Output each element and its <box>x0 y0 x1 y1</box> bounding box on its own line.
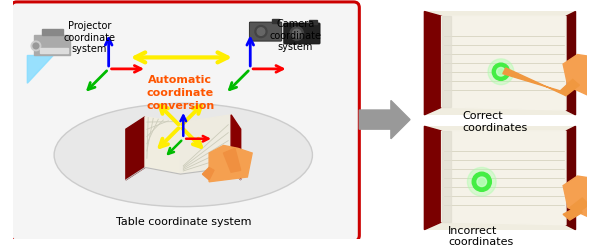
Ellipse shape <box>54 103 313 207</box>
Polygon shape <box>566 12 575 115</box>
Polygon shape <box>202 168 214 180</box>
Polygon shape <box>503 68 566 96</box>
Polygon shape <box>442 16 566 110</box>
Polygon shape <box>359 100 410 139</box>
Polygon shape <box>272 19 280 23</box>
Circle shape <box>497 68 505 76</box>
Polygon shape <box>560 80 580 96</box>
Circle shape <box>257 28 265 35</box>
Circle shape <box>290 27 304 40</box>
Polygon shape <box>28 56 53 83</box>
Polygon shape <box>231 115 241 180</box>
Polygon shape <box>41 29 63 35</box>
Circle shape <box>488 59 514 85</box>
Polygon shape <box>563 208 582 220</box>
Text: Table coordinate system: Table coordinate system <box>116 217 251 227</box>
Polygon shape <box>570 198 589 214</box>
Polygon shape <box>145 117 181 174</box>
Polygon shape <box>34 36 70 56</box>
Circle shape <box>255 26 267 38</box>
Polygon shape <box>563 54 600 96</box>
FancyBboxPatch shape <box>284 23 320 44</box>
Polygon shape <box>181 115 231 174</box>
Polygon shape <box>442 16 451 107</box>
FancyBboxPatch shape <box>424 12 575 115</box>
Circle shape <box>293 29 301 38</box>
Polygon shape <box>309 20 317 24</box>
Text: Incorrect
coordinates: Incorrect coordinates <box>448 226 514 248</box>
Polygon shape <box>442 131 566 225</box>
FancyBboxPatch shape <box>249 22 282 41</box>
Text: Automatic
coordinate
conversion: Automatic coordinate conversion <box>146 74 215 111</box>
Polygon shape <box>40 48 68 52</box>
Polygon shape <box>424 12 442 115</box>
FancyBboxPatch shape <box>424 126 575 230</box>
Polygon shape <box>442 131 451 222</box>
Circle shape <box>33 43 39 49</box>
Text: Camera
coordinate
system: Camera coordinate system <box>269 19 321 52</box>
Polygon shape <box>563 176 600 217</box>
Circle shape <box>31 41 41 51</box>
Polygon shape <box>424 126 442 230</box>
Polygon shape <box>223 148 241 172</box>
Polygon shape <box>566 126 575 230</box>
Circle shape <box>472 172 491 191</box>
Polygon shape <box>126 117 145 180</box>
Polygon shape <box>209 146 252 182</box>
Circle shape <box>467 168 496 196</box>
Text: Correct
coordinates: Correct coordinates <box>463 111 528 132</box>
Circle shape <box>493 63 509 80</box>
Text: Projector
coordinate
system: Projector coordinate system <box>64 21 116 54</box>
Circle shape <box>477 177 487 186</box>
FancyBboxPatch shape <box>11 2 359 241</box>
